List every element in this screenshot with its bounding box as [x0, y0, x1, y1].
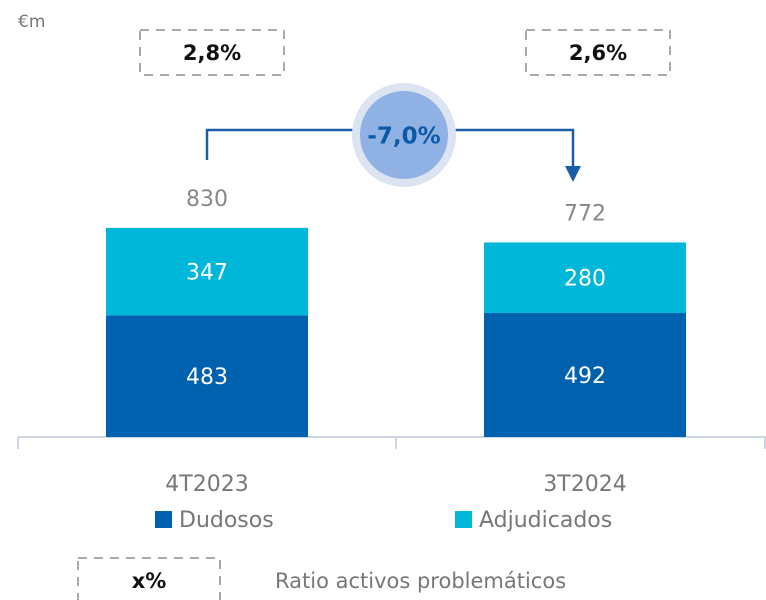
- value-label: 492: [564, 364, 606, 389]
- change-circle: [360, 91, 448, 179]
- bar-segment: [106, 227, 308, 316]
- bar-segment: [484, 242, 686, 314]
- bar-segment: [106, 315, 308, 437]
- ratio-label: 2,6%: [569, 41, 627, 65]
- change-label: -7,0%: [367, 124, 440, 150]
- ratio-box: [139, 29, 285, 76]
- unit-label: €m: [18, 12, 45, 32]
- total-label: 772: [564, 201, 606, 226]
- x-tick-label: 3T2024: [543, 472, 626, 497]
- total-label: 830: [186, 187, 228, 212]
- ratio-label: 2,8%: [183, 41, 241, 65]
- value-label: 347: [186, 261, 228, 286]
- value-label: 280: [564, 267, 606, 292]
- ratio-legend-box: [77, 557, 221, 600]
- bar-segment: [484, 313, 686, 437]
- arrow-head: [565, 166, 581, 182]
- legend-swatch: [155, 511, 172, 528]
- ratio-legend-symbol: x%: [132, 569, 167, 593]
- value-label: 483: [186, 365, 228, 390]
- legend-label: Dudosos: [179, 508, 274, 533]
- legend-swatch: [455, 511, 472, 528]
- x-tick-label: 4T2023: [165, 472, 248, 497]
- ratio-legend-label: Ratio activos problemáticos: [275, 569, 566, 593]
- ratio-box: [525, 29, 671, 76]
- legend-label: Adjudicados: [479, 508, 612, 533]
